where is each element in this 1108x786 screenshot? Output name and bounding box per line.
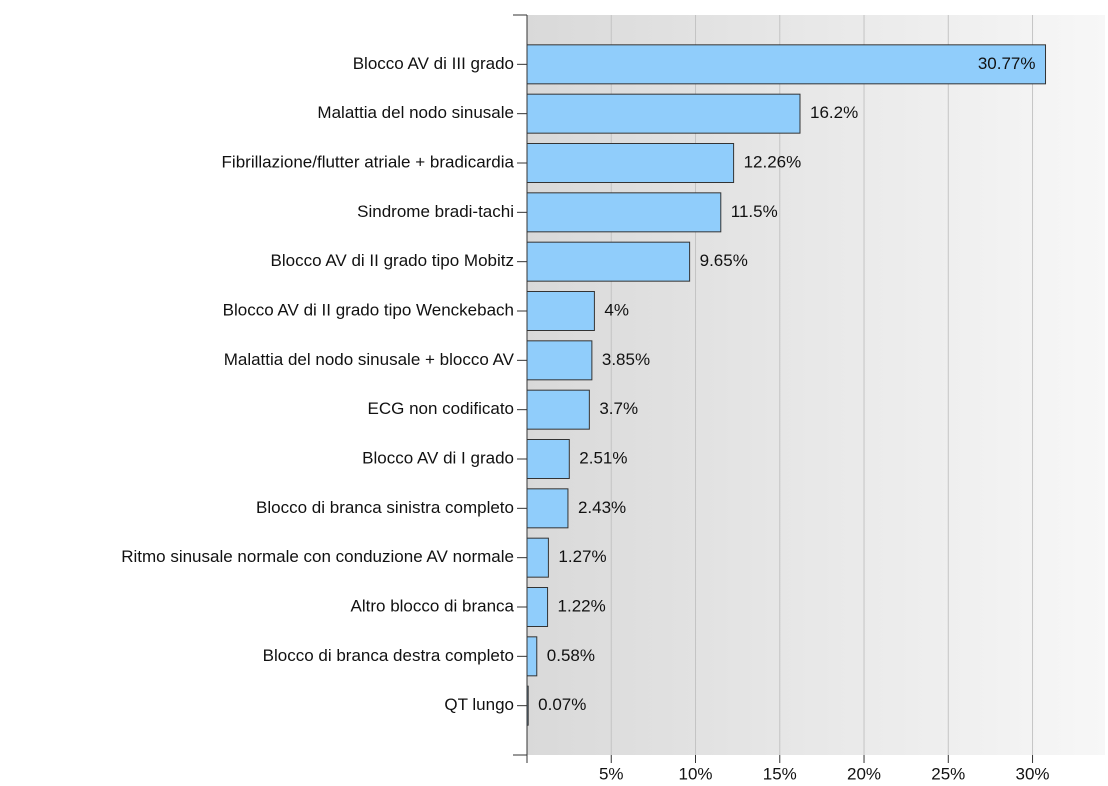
x-tick-label: 25% (931, 764, 965, 783)
value-label: 9.65% (700, 251, 748, 270)
value-label: 0.07% (538, 695, 586, 714)
bar (526, 537, 549, 578)
value-label: 3.85% (602, 350, 650, 369)
value-label: 1.22% (558, 596, 606, 615)
y-tick-label: Fibrillazione/flutter atriale + bradicar… (222, 152, 515, 171)
value-label: 2.51% (579, 448, 627, 467)
bar (526, 241, 691, 282)
y-tick-label: Blocco di branca sinistra completo (256, 498, 514, 517)
bar (526, 192, 722, 233)
y-tick-label: Blocco AV di III grado (353, 54, 514, 73)
bar (526, 44, 1047, 85)
bar (526, 636, 538, 677)
y-tick-label: Altro blocco di branca (351, 596, 515, 615)
bar (526, 291, 595, 331)
value-label: 16.2% (810, 103, 858, 122)
plot-background (527, 15, 1105, 755)
value-label: 4% (604, 300, 629, 319)
value-label: 30.77% (978, 54, 1036, 73)
value-label: 0.58% (547, 646, 595, 665)
x-tick-label: 10% (678, 764, 712, 783)
y-tick-label: Blocco di branca destra completo (263, 646, 514, 665)
x-tick-label: 5% (599, 764, 624, 783)
y-tick-label: Blocco AV di II grado tipo Mobitz (271, 251, 514, 270)
value-label: 3.7% (599, 399, 638, 418)
value-label: 1.27% (558, 547, 606, 566)
value-label: 12.26% (744, 152, 802, 171)
y-tick-label: QT lungo (444, 695, 514, 714)
bar (526, 439, 570, 479)
bar (526, 685, 529, 726)
value-label: 11.5% (731, 202, 778, 221)
y-tick-label: Blocco AV di II grado tipo Wenckebach (223, 300, 514, 319)
y-tick-label: Malattia del nodo sinusale + blocco AV (224, 350, 515, 369)
bar (526, 587, 549, 627)
x-tick-label: 15% (763, 764, 797, 783)
x-tick-label: 30% (1016, 764, 1050, 783)
y-tick-label: Malattia del nodo sinusale (317, 103, 514, 122)
value-label: 2.43% (578, 498, 626, 517)
y-tick-label: Blocco AV di I grado (362, 448, 514, 467)
bar (526, 93, 801, 134)
bar (526, 488, 569, 529)
bar (526, 340, 593, 381)
bar (526, 389, 590, 430)
x-tick-label: 20% (847, 764, 881, 783)
y-tick-label: Ritmo sinusale normale con conduzione AV… (121, 547, 514, 566)
bar (526, 143, 735, 183)
y-tick-label: Sindrome bradi-tachi (357, 202, 514, 221)
y-tick-label: ECG non codificato (368, 399, 514, 418)
